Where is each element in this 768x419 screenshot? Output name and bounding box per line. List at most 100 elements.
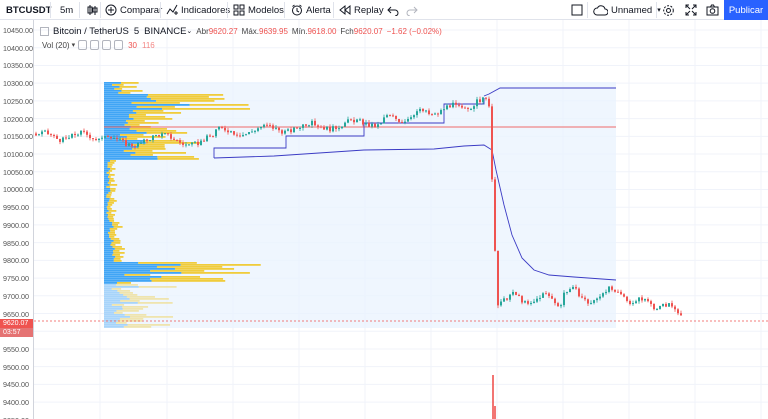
interval-button[interactable]: 5m <box>60 4 74 16</box>
legend-title[interactable]: Bitcoin / TetherUS <box>53 25 129 37</box>
profile-sell-bar <box>126 136 166 138</box>
layout-name-button[interactable]: Unnamed ▾ <box>592 0 661 20</box>
candle-body <box>482 97 484 102</box>
snapshot-button[interactable] <box>706 0 722 20</box>
profile-sell-bar <box>129 128 167 130</box>
profile-buy-bar <box>104 224 113 226</box>
candle-body <box>365 122 367 125</box>
remove-toggle[interactable] <box>102 40 112 50</box>
profile-buy-bar <box>104 120 127 122</box>
redo-button[interactable] <box>405 0 421 20</box>
candle-body <box>119 138 121 140</box>
profile-sell-bar <box>114 88 123 90</box>
symbol-search[interactable]: BTCUSDT <box>6 4 52 16</box>
candle-body <box>341 126 343 129</box>
candle-body <box>77 134 79 136</box>
candle-body <box>275 127 277 129</box>
candle-body <box>518 294 520 297</box>
profile-sell-bar <box>108 170 113 172</box>
profile-buy-bar <box>104 210 109 212</box>
profile-buy-bar <box>104 128 130 130</box>
candle-body <box>305 124 307 126</box>
profile-buy-bar <box>104 252 114 254</box>
candlesticks <box>35 96 682 316</box>
alert-button[interactable]: Alerta <box>290 0 331 20</box>
profile-buy-bar <box>104 292 120 294</box>
volume-label[interactable]: Vol (20) <box>42 40 70 50</box>
profile-sell-bar <box>108 218 114 220</box>
profile-buy-bar <box>104 106 137 108</box>
chart-type-button[interactable] <box>86 0 102 20</box>
candle-body <box>647 299 649 302</box>
profile-buy-bar <box>104 290 118 292</box>
profile-sell-bar <box>131 102 180 104</box>
profile-buy-bar <box>104 182 108 184</box>
visibility-toggle[interactable] <box>78 40 88 50</box>
candle-body <box>113 137 115 139</box>
profile-sell-bar <box>110 230 115 232</box>
profile-sell-bar <box>118 92 131 94</box>
candle-body <box>158 134 160 137</box>
profile-sell-bar <box>124 314 147 316</box>
legend-menu-chevron-icon[interactable]: ⌄ <box>186 28 193 35</box>
profile-sell-bar <box>132 148 166 150</box>
profile-sell-bar <box>113 250 120 252</box>
profile-sell-bar <box>143 140 182 142</box>
price-scale[interactable]: 10450.00 10400.00 10350.00 10300.00 10250.00… <box>0 20 34 419</box>
profile-buy-bar <box>104 264 181 266</box>
candle-body <box>380 123 382 125</box>
profile-buy-bar <box>104 192 109 194</box>
candle-body <box>35 133 37 136</box>
profile-sell-bar <box>161 276 201 278</box>
vwap-lower-band <box>213 144 617 281</box>
profile-buy-bar <box>104 164 108 166</box>
profile-buy-bar <box>104 238 111 240</box>
profile-sell-bar <box>119 86 137 88</box>
price-tick-label: 9500.00 <box>3 362 29 372</box>
profile-buy-bar <box>104 92 119 94</box>
candle-body <box>233 131 235 135</box>
candle-body <box>359 119 361 121</box>
profile-buy-bar <box>104 260 114 262</box>
templates-button[interactable]: Modelos <box>232 0 284 20</box>
profile-buy-bar <box>104 236 110 238</box>
layout-toggle[interactable] <box>570 0 586 20</box>
volume-chevron-icon[interactable]: ▾ <box>71 42 76 49</box>
profile-buy-bar <box>104 114 130 116</box>
profile-buy-bar <box>104 268 175 270</box>
undo-button[interactable] <box>386 0 402 20</box>
collapse-toggle[interactable] <box>40 26 49 36</box>
more-toggle[interactable] <box>114 40 124 50</box>
candle-body <box>572 286 574 290</box>
indicators-button[interactable]: Indicadores <box>165 0 230 20</box>
candle-body <box>86 131 88 135</box>
candle-body <box>89 134 91 139</box>
candle-body <box>221 126 223 128</box>
replay-button[interactable]: Replay <box>338 0 384 20</box>
toolbar-divider <box>79 2 80 18</box>
chevron-down-icon: ▾ <box>657 7 661 14</box>
candle-body <box>473 106 475 109</box>
publish-button[interactable]: Publicar <box>724 0 768 20</box>
candle-body <box>560 305 562 307</box>
profile-buy-bar <box>104 272 182 274</box>
price-chart[interactable] <box>34 20 768 419</box>
candle-body <box>149 140 151 142</box>
settings-button[interactable] <box>662 0 678 20</box>
profile-sell-bar <box>156 266 223 268</box>
candle-body <box>302 124 304 128</box>
compare-button[interactable]: Comparar <box>104 0 162 20</box>
price-tick-label: 9350.00 <box>3 416 29 419</box>
candle-body <box>284 130 286 134</box>
fullscreen-button[interactable] <box>684 0 700 20</box>
vwap-line <box>483 87 616 97</box>
candle-body <box>470 108 472 110</box>
profile-buy-bar <box>104 232 109 234</box>
opening-range-box <box>213 98 485 158</box>
profile-sell-bar <box>150 270 205 272</box>
top-toolbar: BTCUSDT 5m Comparar Indicadores Modelos … <box>0 0 768 20</box>
profile-buy-bar <box>104 140 144 142</box>
profile-buy-bar <box>104 304 112 306</box>
profile-sell-bar <box>129 298 169 300</box>
settings-toggle[interactable] <box>90 40 100 50</box>
